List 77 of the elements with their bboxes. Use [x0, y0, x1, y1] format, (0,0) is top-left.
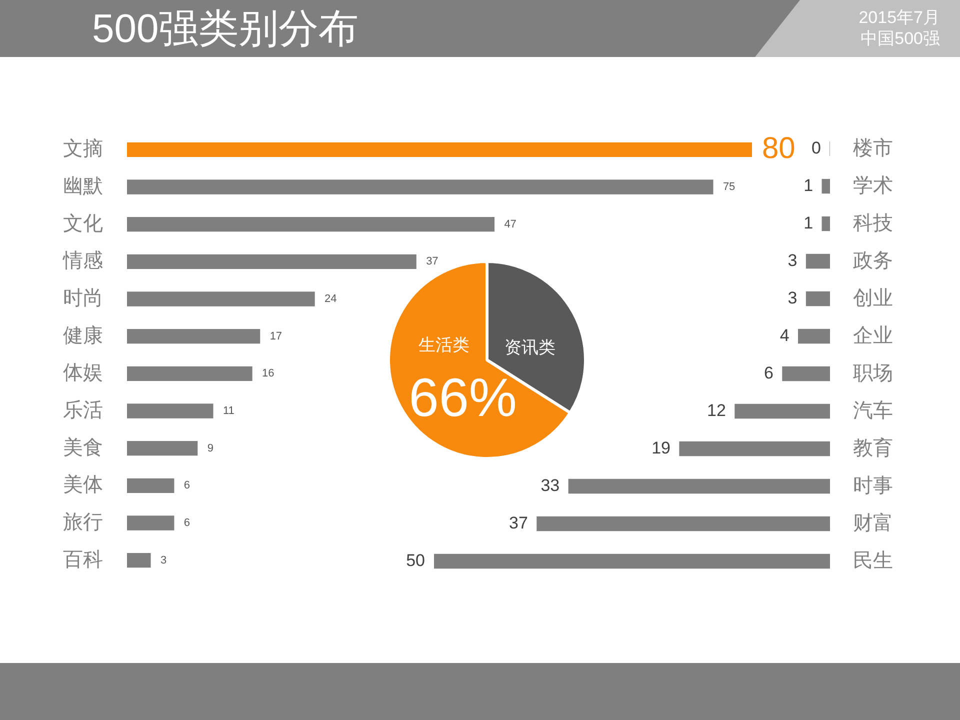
bar — [806, 291, 830, 306]
y-tick-label: 汽车 — [853, 400, 893, 422]
data-label: 0 — [812, 138, 821, 158]
data-label: 80 — [762, 132, 796, 165]
data-label: 33 — [540, 476, 560, 495]
y-tick-label: 情感 — [62, 250, 103, 272]
y-tick-label: 民生 — [853, 550, 893, 572]
y-tick-label: 创业 — [853, 287, 893, 310]
y-tick-label: 旅行 — [63, 512, 103, 534]
bar — [127, 366, 252, 381]
bar — [679, 441, 830, 456]
bar — [822, 216, 830, 232]
y-tick-label: 幽默 — [63, 176, 103, 198]
bar — [568, 478, 830, 494]
bar — [798, 328, 830, 344]
bar — [127, 329, 260, 344]
y-tick-label: 健康 — [63, 324, 103, 347]
bar — [734, 404, 830, 419]
data-label: 1 — [804, 213, 814, 232]
y-tick-label: 教育 — [853, 436, 893, 460]
data-label: 19 — [652, 438, 671, 458]
bar — [127, 292, 315, 306]
data-label: 75 — [722, 181, 736, 194]
data-label: 1 — [804, 176, 814, 195]
data-label: 66% — [408, 368, 517, 428]
y-tick-label: 美食 — [63, 436, 103, 459]
bar — [127, 180, 714, 194]
data-label: 11 — [222, 405, 234, 418]
chart-title: 500强类别分布 — [92, 6, 359, 53]
data-label: 16 — [262, 368, 274, 380]
slice-label: 资讯类 — [504, 338, 556, 357]
y-tick-label: 时事 — [853, 474, 893, 497]
data-label: 50 — [406, 550, 425, 570]
data-label: 17 — [270, 330, 282, 342]
y-tick-label: 文化 — [63, 212, 103, 235]
data-label: 24 — [324, 293, 337, 306]
data-label: 47 — [504, 218, 516, 230]
y-tick-label: 文摘 — [63, 138, 103, 160]
y-tick-label: 职场 — [853, 362, 893, 384]
bar — [434, 554, 830, 569]
bar — [127, 254, 416, 269]
text: 2015年7月 — [858, 7, 940, 28]
y-tick-label: 美体 — [63, 473, 103, 496]
data-label: 6 — [184, 517, 190, 530]
bar — [127, 142, 752, 157]
y-tick-label: 政务 — [853, 250, 893, 272]
data-label: 9 — [207, 442, 214, 454]
y-tick-label: 体娱 — [63, 362, 103, 384]
bar — [536, 516, 830, 532]
y-tick-label: 科技 — [853, 212, 893, 234]
y-tick-label: 企业 — [853, 324, 893, 347]
y-tick-label: 财富 — [853, 511, 893, 534]
data-label: 3 — [160, 554, 167, 566]
text: 中国500强 — [860, 28, 940, 49]
data-label: 3 — [788, 250, 798, 270]
bar — [127, 441, 198, 456]
bar — [127, 404, 214, 418]
data-label: 12 — [707, 400, 726, 420]
bar — [806, 254, 830, 269]
bar — [127, 553, 151, 568]
data-label: 4 — [780, 326, 790, 345]
data-label: 6 — [184, 480, 190, 492]
bar — [127, 217, 495, 232]
data-label: 6 — [764, 363, 774, 382]
data-label: 37 — [509, 513, 528, 532]
y-tick-label: 学术 — [853, 174, 893, 197]
slice-label: 生活类 — [418, 335, 470, 354]
data-label: 3 — [788, 288, 798, 308]
y-tick-label: 楼市 — [853, 137, 893, 160]
bar — [782, 366, 830, 382]
y-tick-label: 乐活 — [63, 400, 103, 422]
data-label: 37 — [426, 256, 438, 268]
y-tick-label: 时尚 — [63, 288, 103, 310]
y-tick-label: 百科 — [63, 548, 103, 571]
bar — [822, 178, 830, 194]
bar — [127, 478, 174, 493]
bar — [127, 516, 174, 530]
